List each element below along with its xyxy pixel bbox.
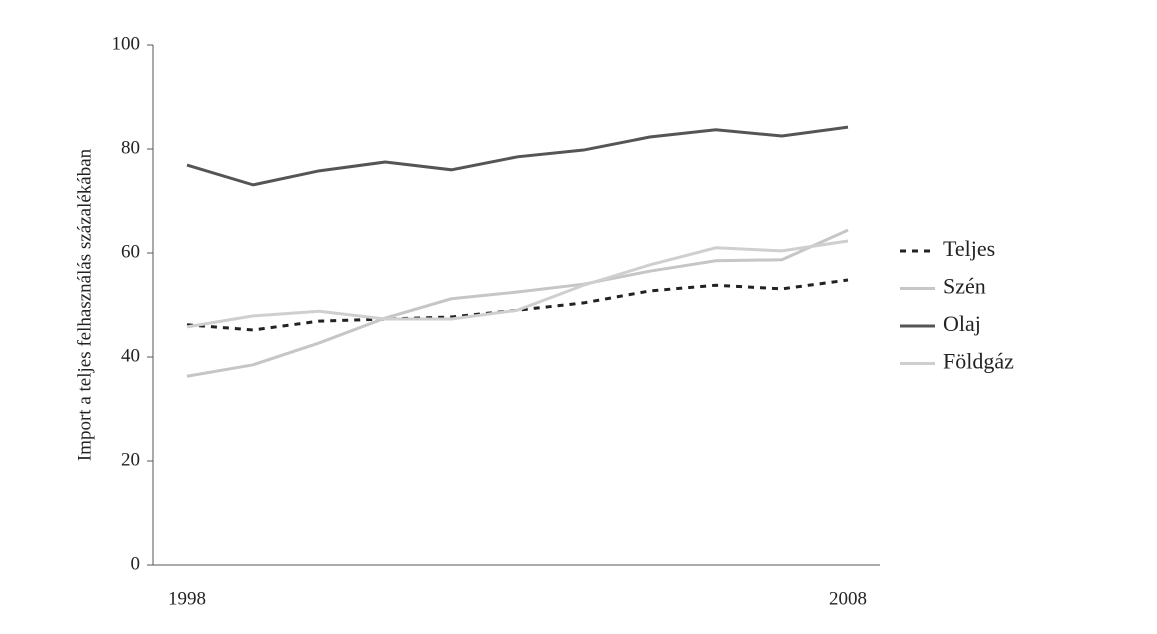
y-tick-label: 60 — [121, 241, 140, 262]
y-tick-label: 40 — [121, 345, 140, 366]
x-tick-label: 2008 — [829, 588, 867, 609]
series-line — [186, 278, 849, 332]
series-line — [186, 125, 849, 187]
y-tick-label: 80 — [121, 137, 140, 158]
y-tick-label: 20 — [121, 449, 140, 470]
series-line — [186, 228, 849, 378]
legend-label: Földgáz — [943, 349, 1014, 374]
y-axis-label: Import a teljes felhasználás százalékába… — [74, 148, 95, 461]
x-tick-label: 1998 — [168, 588, 206, 609]
legend-label: Teljes — [943, 236, 995, 261]
y-tick-label: 100 — [112, 33, 141, 54]
legend-label: Szén — [943, 274, 986, 299]
y-tick-label: 0 — [131, 553, 141, 574]
series-line — [186, 239, 849, 329]
legend-label: Olaj — [943, 311, 981, 336]
